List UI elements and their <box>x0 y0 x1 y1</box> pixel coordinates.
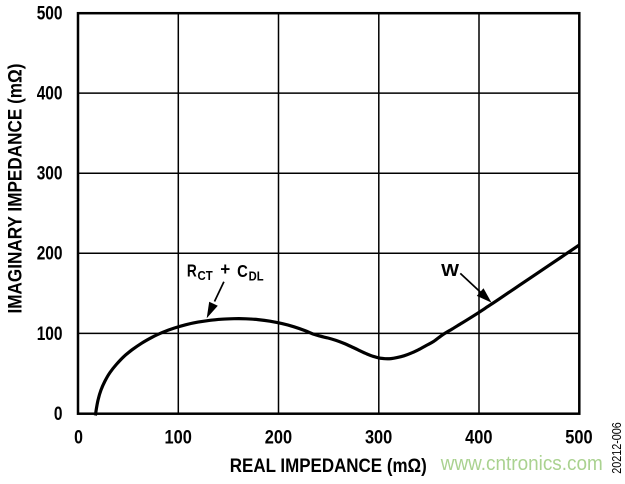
svg-text:20212-006: 20212-006 <box>609 422 624 474</box>
svg-text:+: + <box>220 259 230 279</box>
svg-text:400: 400 <box>465 427 492 449</box>
svg-text:200: 200 <box>37 243 63 265</box>
svg-text:500: 500 <box>37 3 63 25</box>
svg-text:0: 0 <box>54 403 63 425</box>
svg-text:R: R <box>187 260 197 280</box>
svg-text:200: 200 <box>265 427 292 449</box>
svg-text:500: 500 <box>565 427 592 449</box>
svg-text:0: 0 <box>74 427 83 449</box>
svg-text:DL: DL <box>249 268 264 283</box>
svg-text:www.cntronics.com: www.cntronics.com <box>440 453 603 475</box>
svg-text:C: C <box>237 261 248 281</box>
svg-text:REAL IMPEDANCE (mΩ): REAL IMPEDANCE (mΩ) <box>230 456 427 477</box>
svg-text:100: 100 <box>165 427 192 449</box>
svg-text:CT: CT <box>198 268 213 283</box>
svg-text:300: 300 <box>365 427 392 449</box>
svg-text:IMAGINARY IMPEDANCE (mΩ): IMAGINARY IMPEDANCE (mΩ) <box>6 64 27 314</box>
svg-text:400: 400 <box>37 83 63 105</box>
svg-text:300: 300 <box>37 163 63 185</box>
svg-text:W: W <box>441 260 459 280</box>
svg-text:100: 100 <box>37 323 63 345</box>
